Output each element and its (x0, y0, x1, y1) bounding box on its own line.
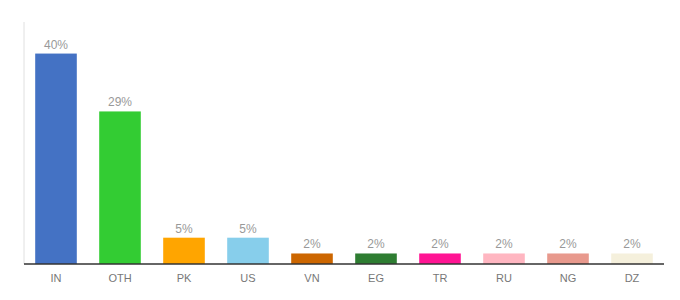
bar (227, 238, 269, 264)
data-label: 29% (108, 95, 132, 109)
data-label: 2% (623, 237, 641, 251)
data-labels: 40% 29% 5% 5% 2% 2% 2% 2% 2% 2% (44, 38, 641, 252)
x-tick-label: OTH (108, 272, 131, 284)
x-tick-label: PK (177, 272, 192, 284)
data-label: 5% (239, 222, 257, 236)
data-label: 2% (431, 237, 449, 251)
x-tick-label: US (240, 272, 255, 284)
x-axis-line (24, 263, 664, 265)
bar (483, 253, 525, 264)
y-axis-line (24, 22, 25, 264)
data-label: 5% (175, 222, 193, 236)
bar (611, 253, 653, 264)
data-label: 2% (495, 237, 513, 251)
data-label: 2% (559, 237, 577, 251)
chart: IN OTH PK US VN EG TR RU NG DZ 40% 29% 5% 5% 2% 2% 2% 2% 2… (0, 0, 680, 300)
bar (35, 54, 77, 264)
x-tick-label: NG (560, 272, 577, 284)
data-label: 40% (44, 38, 68, 52)
x-tick-label: TR (433, 272, 448, 284)
x-tick-label: DZ (625, 272, 640, 284)
bar (291, 253, 333, 264)
x-tick-label: IN (51, 272, 62, 284)
x-tick-label: RU (496, 272, 512, 284)
data-label: 2% (367, 237, 385, 251)
bar (99, 111, 141, 264)
bar (547, 253, 589, 264)
x-tick-labels: IN OTH PK US VN EG TR RU NG DZ (51, 272, 640, 284)
data-label: 2% (303, 237, 321, 251)
bar (419, 253, 461, 264)
bar (355, 253, 397, 264)
bar (163, 238, 205, 264)
x-tick-label: VN (304, 272, 319, 284)
chart-container: IN OTH PK US VN EG TR RU NG DZ 40% 29% 5% 5% 2% 2% 2% 2% 2… (0, 0, 680, 300)
x-tick-label: EG (368, 272, 384, 284)
bars (35, 54, 653, 264)
